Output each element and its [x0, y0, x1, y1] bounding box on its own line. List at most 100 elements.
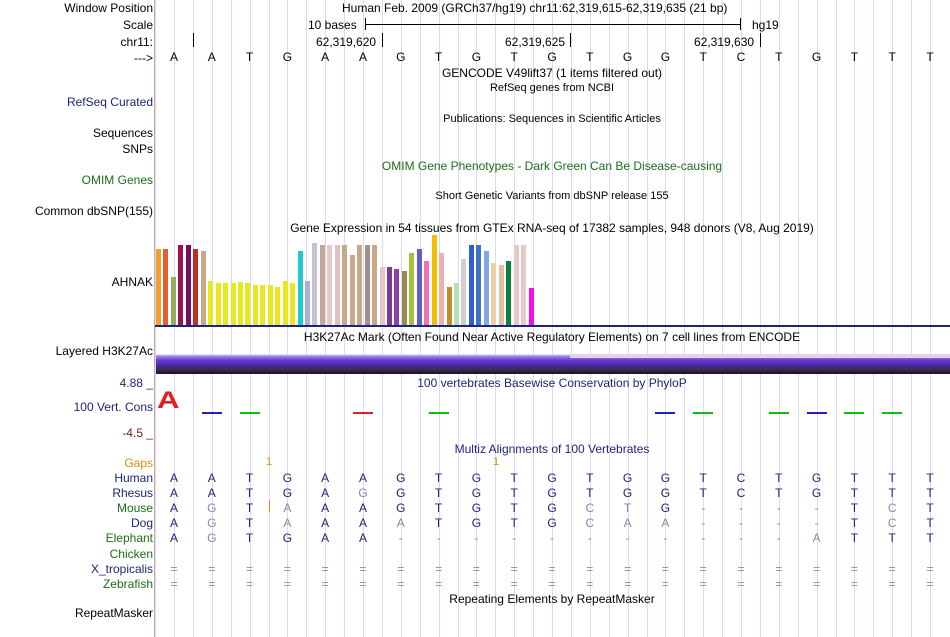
- alignment-base: T: [850, 486, 859, 501]
- gtex-bar[interactable]: [461, 259, 467, 325]
- gridline: [533, 0, 535, 637]
- alignment-base: =: [775, 561, 783, 576]
- multiz-track-title[interactable]: Multiz Alignments of 100 Vertebrates: [454, 442, 650, 456]
- species-label[interactable]: Chicken: [109, 546, 153, 561]
- h3k27ac-track-label[interactable]: Layered H3K27Ac: [55, 344, 153, 358]
- gtex-bar[interactable]: [476, 245, 482, 325]
- gtex-bar[interactable]: [305, 281, 310, 325]
- sequences-track-label[interactable]: Sequences: [92, 126, 153, 140]
- gtex-bar[interactable]: [334, 245, 340, 325]
- gtex-bar[interactable]: [401, 270, 407, 325]
- gtex-bar[interactable]: [193, 249, 199, 325]
- repeatmasker-track-title[interactable]: Repeating Elements by RepeatMasker: [449, 592, 655, 606]
- alignment-base: T: [434, 486, 443, 501]
- gridline: [400, 0, 402, 637]
- h3k27ac-signal[interactable]: [156, 354, 950, 374]
- gtex-bar[interactable]: [364, 245, 370, 325]
- alignment-base: A: [283, 516, 292, 531]
- gtex-bar[interactable]: [409, 253, 415, 325]
- conservation-track-label[interactable]: 100 Vert. Cons: [73, 400, 153, 414]
- alignment-base: =: [888, 561, 896, 576]
- gtex-bar[interactable]: [290, 282, 296, 325]
- gtex-bar[interactable]: [223, 282, 229, 325]
- alignment-base: -: [701, 531, 706, 546]
- gtex-bar[interactable]: [230, 283, 236, 325]
- gtex-gene-label[interactable]: AHNAK: [111, 275, 153, 289]
- gtex-bar[interactable]: [386, 267, 392, 325]
- species-label[interactable]: Elephant: [105, 531, 153, 546]
- repeatmasker-track-label[interactable]: RepeatMasker: [74, 606, 153, 620]
- gtex-bar[interactable]: [372, 245, 378, 325]
- gtex-bar[interactable]: [312, 243, 318, 325]
- gencode-track-title[interactable]: GENCODE V49lift37 (1 items filtered out): [441, 66, 663, 80]
- gtex-bar[interactable]: [439, 253, 445, 325]
- conservation-track-title[interactable]: 100 vertebrates Basewise Conservation by…: [417, 376, 687, 390]
- gtex-bar[interactable]: [185, 245, 191, 325]
- gtex-bar[interactable]: [252, 285, 258, 325]
- gtex-bar[interactable]: [170, 277, 176, 325]
- gtex-bar[interactable]: [446, 286, 452, 325]
- gtex-bar[interactable]: [260, 285, 266, 325]
- gtex-bar[interactable]: [178, 245, 184, 325]
- gtex-bar[interactable]: [506, 261, 512, 325]
- gtex-bar[interactable]: [319, 245, 325, 325]
- species-label[interactable]: Rhesus: [112, 486, 153, 501]
- dbsnp-track-title[interactable]: Short Genetic Variants from dbSNP releas…: [435, 190, 669, 202]
- alignment-base: G: [660, 501, 671, 516]
- gtex-bar[interactable]: [379, 267, 385, 325]
- gtex-bar[interactable]: [200, 251, 206, 325]
- gtex-bar[interactable]: [349, 254, 355, 325]
- gtex-expression-chart[interactable]: [156, 234, 536, 325]
- gtex-bar[interactable]: [521, 245, 527, 325]
- conservation-plot[interactable]: [155, 396, 950, 426]
- gtex-bar[interactable]: [245, 283, 251, 325]
- gtex-bar[interactable]: [275, 286, 281, 325]
- alignment-base: A: [169, 531, 179, 546]
- species-label[interactable]: X_tropicalis: [90, 561, 153, 576]
- alignment-base: T: [926, 531, 934, 546]
- gtex-bar[interactable]: [215, 282, 221, 325]
- alignment-base: T: [623, 501, 632, 516]
- alignment-base: A: [169, 516, 179, 531]
- publications-title[interactable]: Publications: Sequences in Scientific Ar…: [443, 113, 661, 125]
- gtex-bar[interactable]: [163, 249, 169, 325]
- omim-track-label[interactable]: OMIM Genes: [81, 173, 153, 187]
- gtex-bar[interactable]: [498, 265, 504, 325]
- alignment-base: T: [699, 471, 707, 485]
- species-label[interactable]: Mouse: [116, 501, 153, 516]
- gtex-bar[interactable]: [357, 245, 363, 325]
- gtex-bar[interactable]: [342, 245, 348, 325]
- gridline: [363, 0, 364, 637]
- gtex-bar[interactable]: [394, 269, 400, 325]
- alignment-base: A: [321, 531, 330, 546]
- gtex-bar[interactable]: [424, 261, 430, 325]
- gtex-bar[interactable]: [208, 281, 214, 325]
- snps-track-label[interactable]: SNPs: [122, 142, 153, 156]
- gtex-bar[interactable]: [416, 249, 422, 325]
- gtex-bar[interactable]: [431, 234, 437, 325]
- omim-track-title[interactable]: OMIM Gene Phenotypes - Dark Green Can Be…: [381, 159, 723, 173]
- refseq-track-label[interactable]: RefSeq Curated: [66, 95, 153, 109]
- gtex-bar[interactable]: [513, 245, 519, 325]
- gtex-bar[interactable]: [327, 245, 333, 325]
- gtex-bar[interactable]: [156, 249, 161, 325]
- species-label[interactable]: Zebrafish: [102, 576, 153, 591]
- alignment-base: G: [547, 486, 557, 501]
- gtex-bar[interactable]: [282, 281, 288, 325]
- alignment-base: T: [888, 471, 896, 485]
- gtex-bar[interactable]: [454, 282, 459, 325]
- gtex-bar[interactable]: [491, 262, 497, 325]
- gridline: [892, 0, 894, 637]
- gtex-bar[interactable]: [237, 281, 243, 325]
- gtex-bar[interactable]: [468, 245, 474, 325]
- species-label[interactable]: Dog: [130, 516, 153, 531]
- gtex-bar[interactable]: [528, 288, 534, 325]
- h3k27ac-track-title[interactable]: H3K27Ac Mark (Often Found Near Active Re…: [303, 330, 801, 344]
- species-label[interactable]: Human: [114, 471, 153, 485]
- gtex-track-title[interactable]: Gene Expression in 54 tissues from GTEx …: [290, 221, 814, 235]
- gtex-bar[interactable]: [483, 250, 489, 325]
- alignment-base: G: [358, 486, 368, 501]
- gtex-bar[interactable]: [297, 250, 303, 325]
- gtex-bar[interactable]: [267, 285, 273, 325]
- dbsnp-track-label[interactable]: Common dbSNP(155): [34, 204, 153, 218]
